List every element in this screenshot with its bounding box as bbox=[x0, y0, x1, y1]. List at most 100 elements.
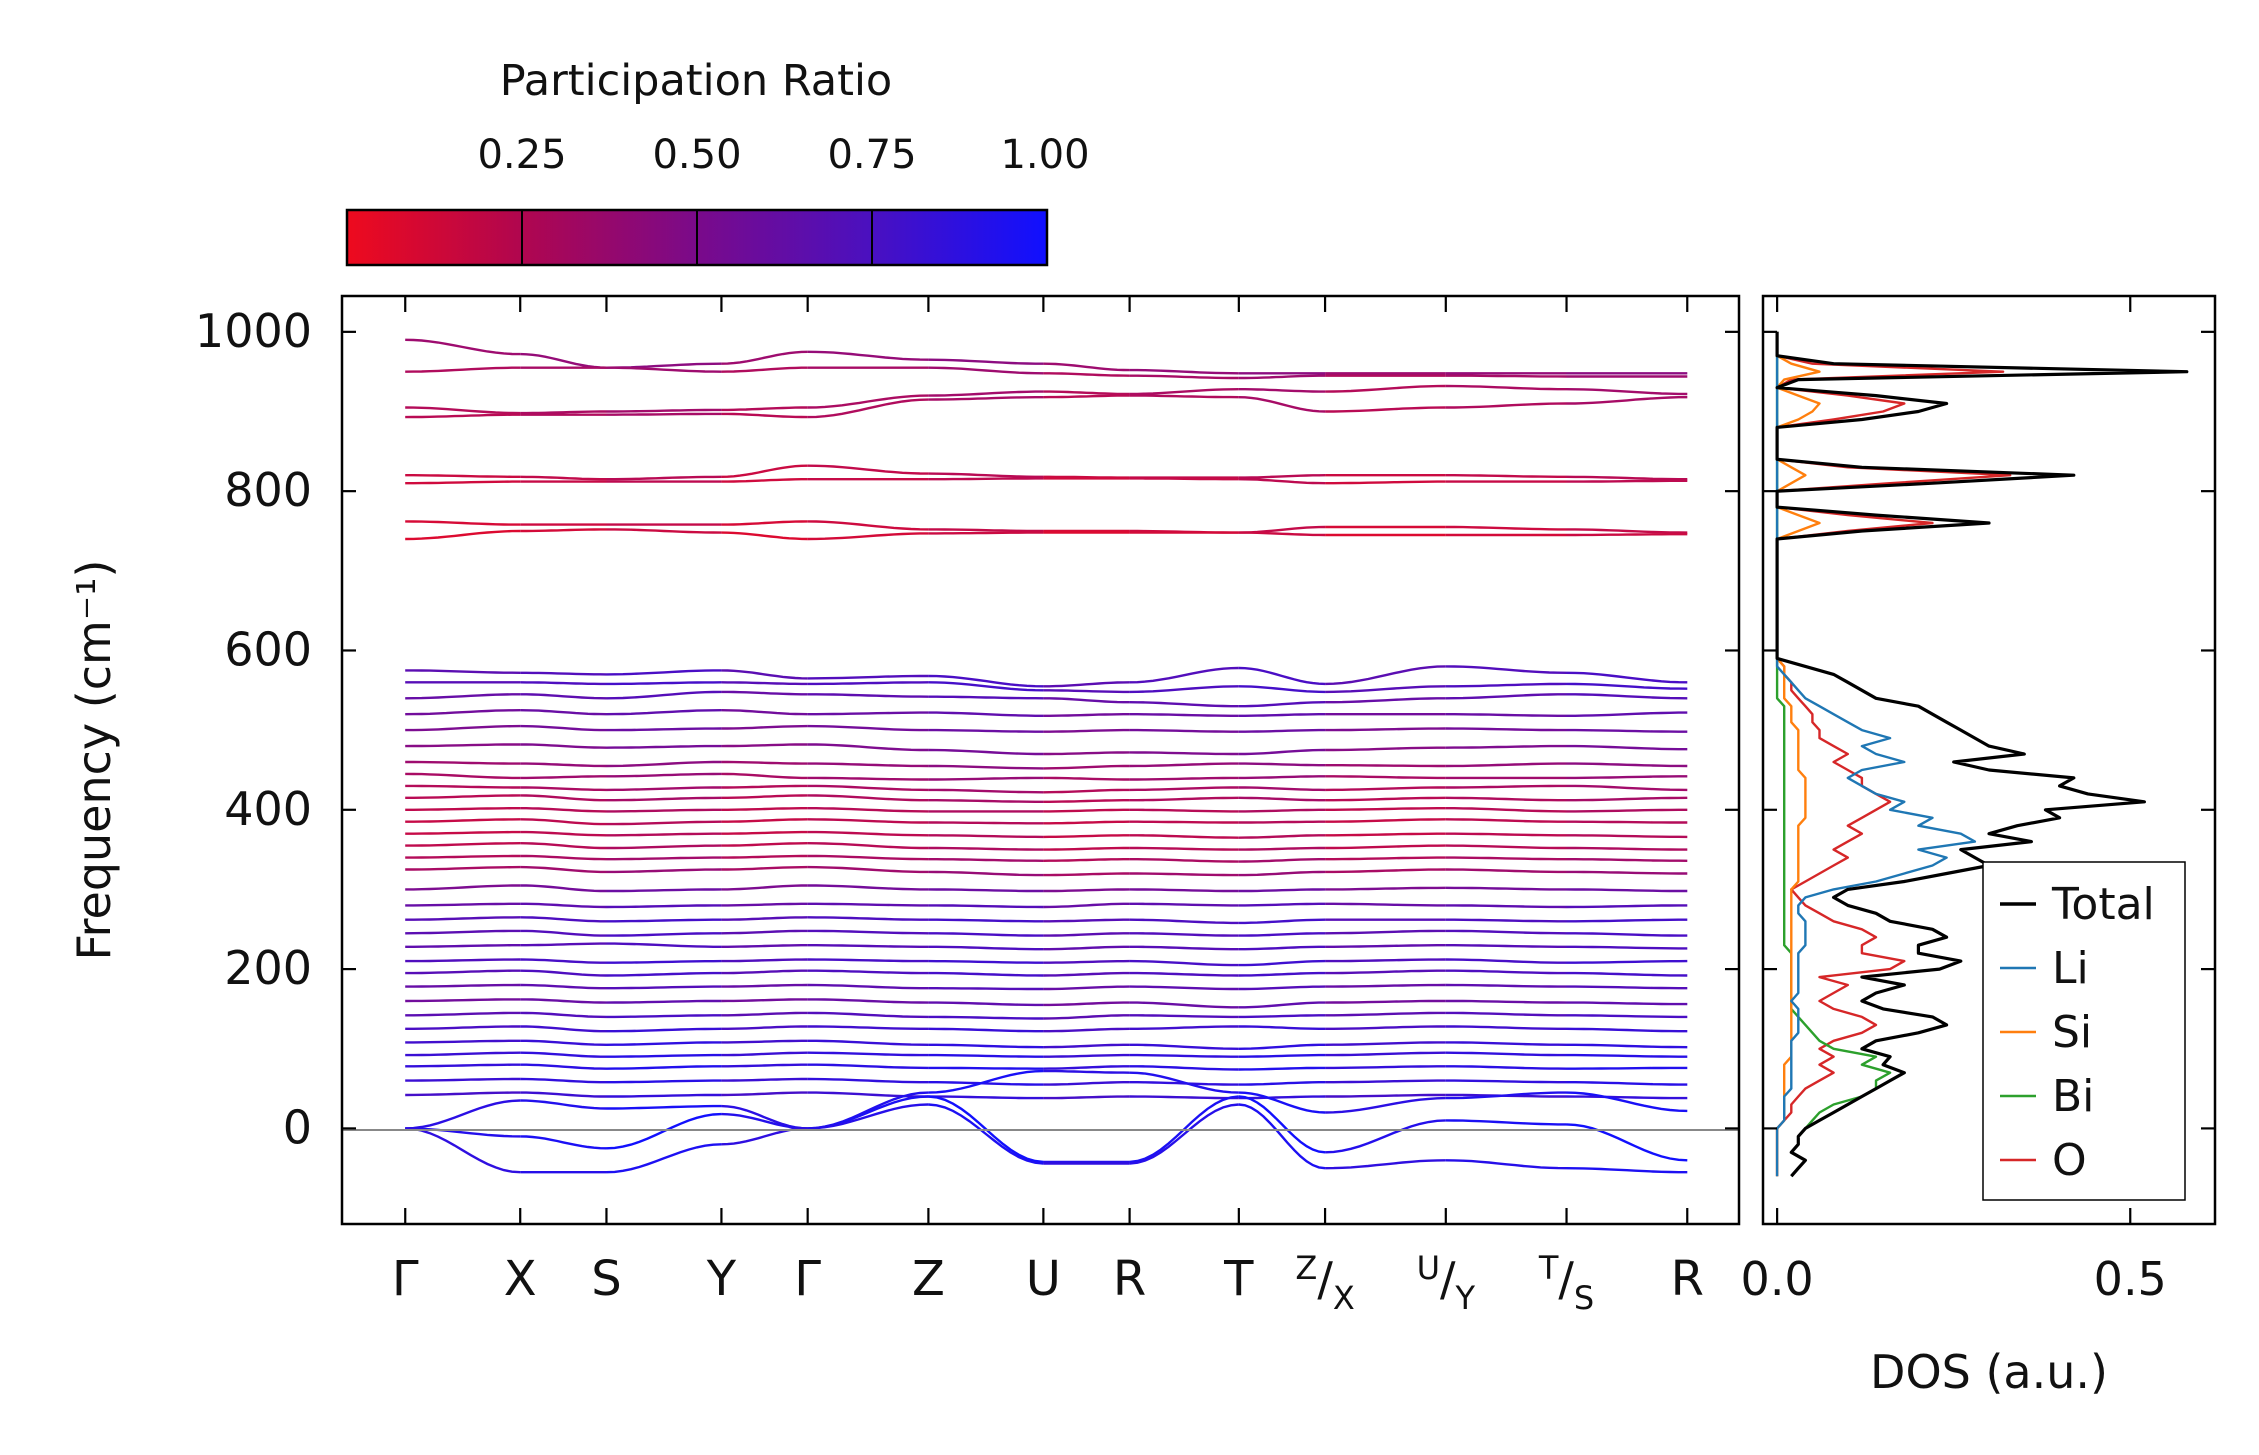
low-band-segment bbox=[721, 794, 808, 799]
low-band-segment bbox=[1325, 1079, 1446, 1084]
low-band-segment bbox=[807, 1095, 929, 1130]
low-band-segment bbox=[928, 764, 1044, 770]
low-band-segment bbox=[1043, 1065, 1130, 1070]
low-band-segment bbox=[928, 1081, 1044, 1086]
low-band-segment bbox=[1238, 820, 1326, 824]
low-band-segment bbox=[1129, 1095, 1239, 1100]
low-band-segment bbox=[1043, 945, 1130, 951]
high-band-segment bbox=[1566, 533, 1688, 537]
low-band-segment bbox=[1129, 666, 1239, 684]
low-band-segment bbox=[928, 1027, 1044, 1033]
high-band-segment bbox=[721, 406, 808, 412]
low-band-segment bbox=[1238, 666, 1326, 686]
low-band-segment bbox=[606, 690, 722, 700]
k-point-label: T/S bbox=[1538, 1249, 1594, 1317]
low-band-segment bbox=[928, 1069, 1044, 1094]
low-band-segment bbox=[1566, 762, 1688, 768]
colorbar-tick-label: 1.00 bbox=[1000, 132, 1089, 178]
low-band-segment bbox=[1445, 918, 1567, 923]
low-band-segment bbox=[1325, 796, 1446, 802]
low-band-segment bbox=[928, 681, 1044, 692]
low-band-segment bbox=[1325, 844, 1446, 850]
low-band-segment bbox=[1445, 665, 1567, 674]
low-band-segment bbox=[405, 1039, 521, 1044]
low-band-segment bbox=[1238, 1025, 1326, 1030]
low-band-segment bbox=[1566, 1014, 1688, 1019]
low-band-segment bbox=[928, 695, 1044, 700]
low-band-segment bbox=[1129, 971, 1239, 977]
low-band-segment bbox=[520, 724, 607, 732]
low-band-segment bbox=[606, 727, 722, 732]
colorbar-tick-label: 0.25 bbox=[477, 132, 566, 178]
low-band-segment bbox=[1043, 858, 1130, 862]
low-band-segment bbox=[1129, 796, 1239, 802]
high-band-segment bbox=[721, 478, 808, 483]
dos-series-bi bbox=[1775, 331, 1892, 1177]
low-band-segment bbox=[721, 983, 808, 988]
low-band-segment bbox=[1129, 959, 1239, 967]
high-band-segment bbox=[1566, 479, 1688, 483]
low-band-segment bbox=[1325, 886, 1446, 891]
low-band-segment bbox=[520, 865, 607, 874]
low-band-segment bbox=[1445, 727, 1567, 732]
low-band-segment bbox=[1043, 959, 1130, 964]
low-band-segment bbox=[1445, 818, 1567, 823]
low-band-segment bbox=[1566, 904, 1688, 909]
low-band-segment bbox=[1129, 1043, 1239, 1050]
low-band-segment bbox=[405, 958, 521, 963]
low-band-segment bbox=[1129, 1014, 1239, 1019]
low-band-segment bbox=[405, 1099, 521, 1130]
high-band-segment bbox=[1445, 384, 1567, 391]
low-band-segment bbox=[1238, 971, 1326, 977]
high-band-segment bbox=[1238, 388, 1326, 393]
low-band-segment bbox=[405, 944, 521, 948]
low-band-segment bbox=[721, 969, 808, 975]
dos-panel: 0.0 0.5 DOS (a.u.) Total Li Si Bi O bbox=[1741, 294, 2217, 1399]
low-band-segment bbox=[1238, 786, 1326, 792]
low-band-segment bbox=[1566, 1095, 1688, 1100]
low-band-segment bbox=[1325, 807, 1446, 811]
high-band-segment bbox=[721, 350, 808, 365]
low-band-segment bbox=[1566, 711, 1688, 717]
low-band-segment bbox=[1445, 807, 1567, 813]
low-band-segment bbox=[721, 743, 808, 748]
low-band-segment bbox=[1043, 799, 1130, 803]
low-band-segment bbox=[1238, 1103, 1326, 1170]
low-band-segment bbox=[520, 969, 607, 977]
low-band-segment bbox=[520, 854, 607, 861]
low-band-segment bbox=[1043, 834, 1130, 839]
low-band-segment bbox=[520, 902, 607, 909]
low-band-segment bbox=[721, 818, 808, 823]
low-band-segment bbox=[1238, 728, 1326, 733]
low-band-segment bbox=[405, 760, 521, 765]
low-band-segment bbox=[606, 1065, 722, 1070]
high-band-segment bbox=[1566, 475, 1688, 481]
low-band-segment bbox=[1325, 818, 1446, 823]
low-band-segment bbox=[928, 1015, 1044, 1020]
colorbar-title: Participation Ratio bbox=[500, 56, 893, 106]
colorbar-tick-label: 0.50 bbox=[652, 132, 741, 178]
low-band-segment bbox=[520, 1039, 607, 1046]
low-band-segment bbox=[1325, 1096, 1446, 1114]
high-band-segment bbox=[807, 520, 929, 531]
high-band-segment bbox=[807, 398, 929, 419]
low-band-segment bbox=[1238, 1053, 1326, 1058]
low-band-segment bbox=[1566, 1053, 1688, 1058]
low-band-segment bbox=[1129, 902, 1239, 907]
low-band-segment bbox=[807, 693, 929, 698]
low-band-segment bbox=[1325, 685, 1446, 694]
low-band-segment bbox=[1238, 808, 1326, 813]
high-band-segment bbox=[1129, 477, 1239, 481]
low-band-segment bbox=[606, 1053, 722, 1058]
low-band-segment bbox=[1129, 834, 1239, 839]
low-band-segment bbox=[1238, 713, 1326, 717]
low-band-segment bbox=[606, 760, 722, 768]
high-band-segment bbox=[520, 528, 607, 533]
low-band-segment bbox=[606, 918, 722, 923]
low-band-segment bbox=[405, 983, 521, 988]
low-band-segment bbox=[1566, 820, 1688, 824]
high-band-segment bbox=[1445, 374, 1567, 378]
low-band-segment bbox=[1129, 918, 1239, 925]
low-band-segment bbox=[606, 808, 722, 813]
